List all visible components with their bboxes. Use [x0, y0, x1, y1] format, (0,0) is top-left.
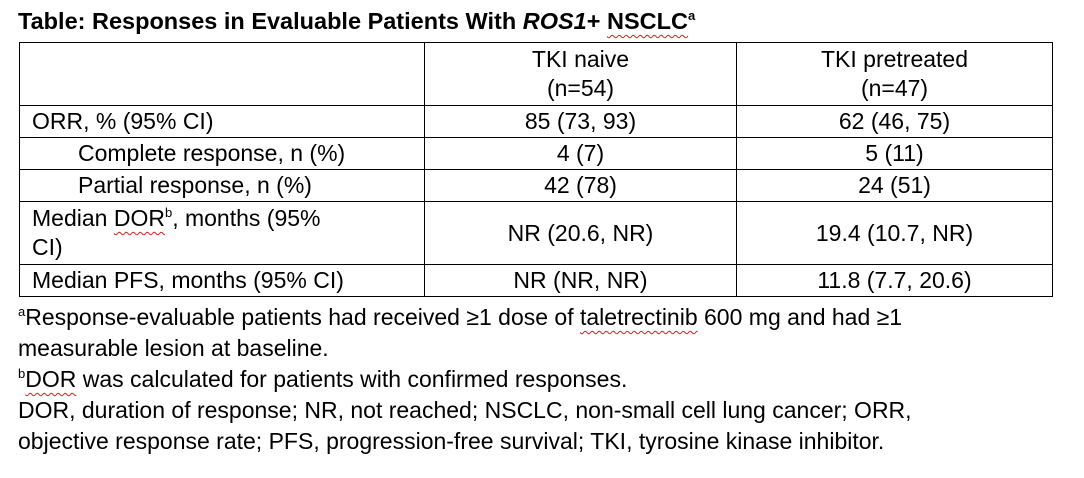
cell-pretreated: 19.4 (10.7, NR): [736, 201, 1053, 265]
footnote-b: bDOR was calculated for patients with co…: [18, 366, 628, 392]
title-gene: ROS1: [522, 8, 587, 34]
table-header-row: TKI naive (n=54) TKI pretreated (n=47): [19, 42, 1053, 106]
cell-pretreated: 11.8 (7.7, 20.6): [736, 264, 1053, 297]
cell-naive: 85 (73, 93): [424, 105, 737, 138]
row-label: Complete response, n (%): [19, 137, 425, 170]
table-row: Complete response, n (%) 4 (7) 5 (11): [19, 137, 1053, 170]
responses-table: TKI naive (n=54) TKI pretreated (n=47) O…: [19, 42, 1053, 297]
table-row: Partial response, n (%) 42 (78) 24 (51): [19, 169, 1053, 202]
header-tki-naive: TKI naive (n=54): [424, 42, 737, 106]
cell-naive: 42 (78): [424, 169, 737, 202]
row-label: Partial response, n (%): [19, 169, 425, 202]
title-disease: NSCLC: [607, 8, 688, 34]
row-label: Median DORb, months (95% CI): [19, 201, 425, 265]
cell-naive: NR (NR, NR): [424, 264, 737, 297]
abbreviations-line-2: objective response rate; PFS, progressio…: [18, 428, 885, 454]
title-suffix: +: [586, 8, 607, 34]
table-title: Table: Responses in Evaluable Patients W…: [18, 6, 695, 36]
cell-pretreated: 24 (51): [736, 169, 1053, 202]
title-prefix: Table: Responses in Evaluable Patients W…: [18, 8, 523, 34]
cell-naive: 4 (7): [424, 137, 737, 170]
row-label: Median PFS, months (95% CI): [19, 264, 425, 297]
table-row: ORR, % (95% CI) 85 (73, 93) 62 (46, 75): [19, 105, 1053, 138]
footnote-a: aResponse-evaluable patients had receive…: [18, 304, 903, 330]
abbreviations-line-1: DOR, duration of response; NR, not reach…: [18, 397, 912, 423]
cell-naive: NR (20.6, NR): [424, 201, 737, 265]
title-footnote-mark: a: [687, 8, 696, 23]
footnotes: aResponse-evaluable patients had receive…: [18, 302, 912, 457]
table-row: Median PFS, months (95% CI) NR (NR, NR) …: [19, 264, 1053, 297]
row-label: ORR, % (95% CI): [19, 105, 425, 138]
cell-pretreated: 5 (11): [736, 137, 1053, 170]
cell-pretreated: 62 (46, 75): [736, 105, 1053, 138]
header-empty-cell: [19, 42, 425, 106]
footnote-a-continued: measurable lesion at baseline.: [18, 335, 329, 361]
header-tki-pretreated: TKI pretreated (n=47): [736, 42, 1053, 106]
table-row: Median DORb, months (95% CI) NR (20.6, N…: [19, 201, 1053, 265]
